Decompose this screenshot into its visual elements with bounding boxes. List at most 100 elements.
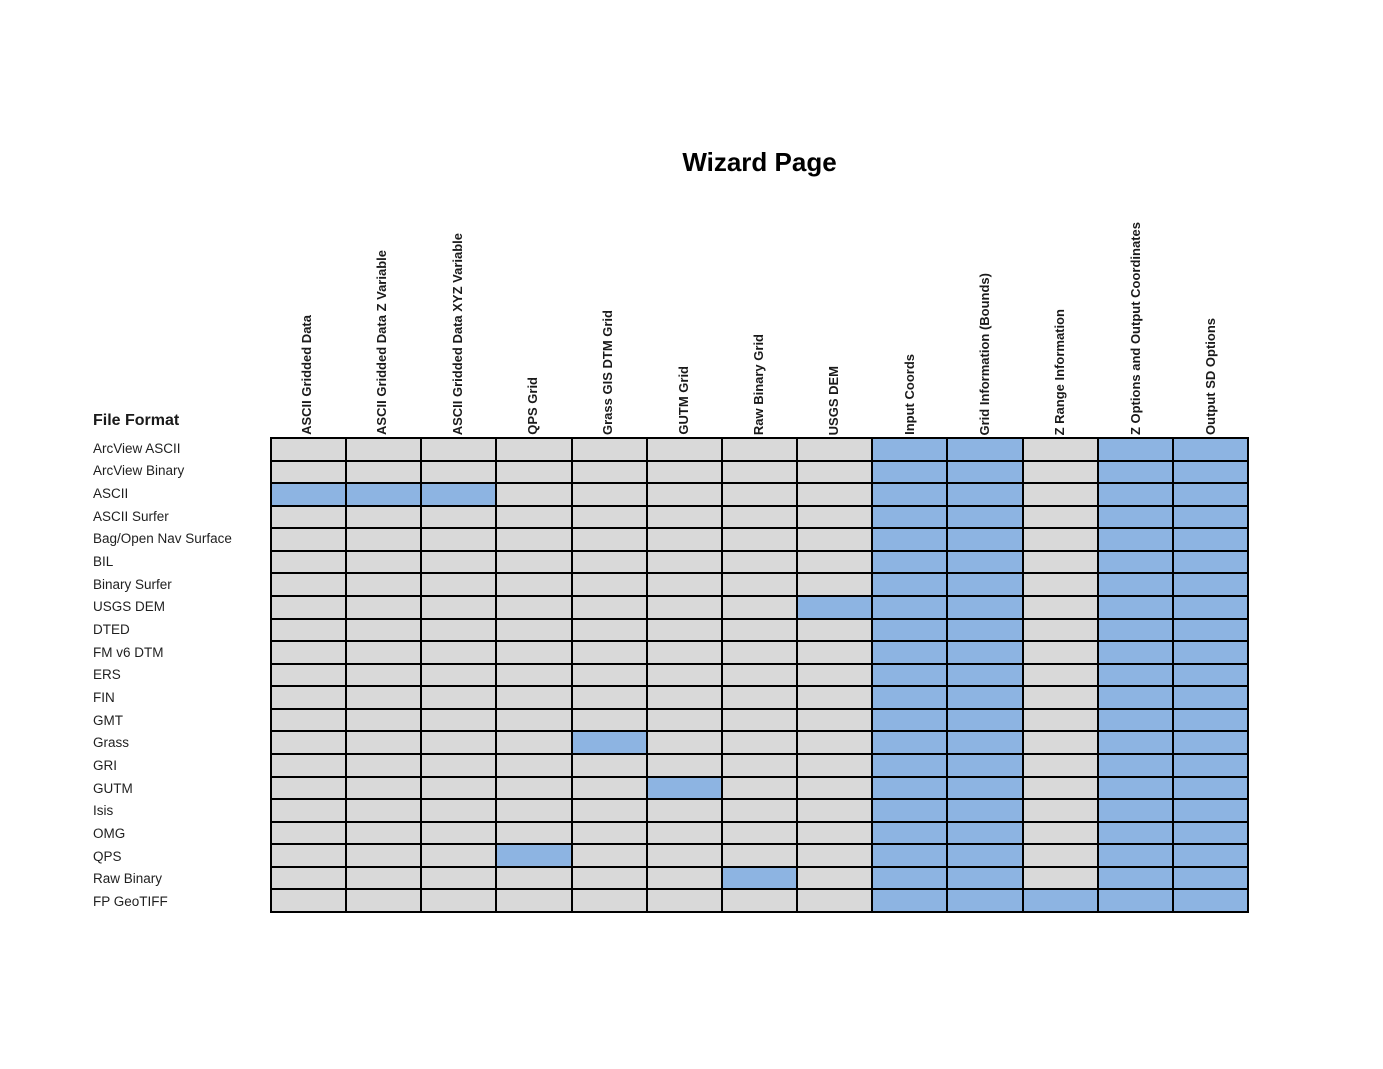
column-header: Output SD Options bbox=[1174, 180, 1249, 435]
matrix-cell bbox=[421, 753, 497, 777]
matrix-cell bbox=[721, 573, 798, 596]
matrix-cell bbox=[646, 528, 722, 551]
matrix-cell bbox=[797, 753, 873, 777]
matrix-cell bbox=[947, 573, 1023, 596]
matrix-cell bbox=[872, 438, 948, 461]
matrix-cell bbox=[872, 753, 948, 777]
matrix-cell bbox=[571, 663, 647, 687]
row-label: Isis bbox=[93, 803, 114, 819]
matrix-cell bbox=[346, 776, 422, 800]
matrix-cell bbox=[646, 438, 722, 461]
matrix-cell bbox=[1097, 438, 1173, 461]
matrix-cell bbox=[1097, 821, 1173, 845]
matrix-cell bbox=[346, 483, 422, 506]
matrix-cell bbox=[496, 505, 572, 529]
column-header: ASCII Gridded Data bbox=[270, 180, 345, 435]
matrix-cell bbox=[496, 889, 572, 912]
matrix-cell bbox=[797, 731, 873, 754]
matrix-cell bbox=[872, 641, 948, 664]
matrix-cell bbox=[646, 663, 722, 687]
column-header: USGS DEM bbox=[797, 180, 872, 435]
matrix-cell bbox=[721, 753, 798, 777]
matrix-cell bbox=[496, 595, 572, 619]
matrix-cell bbox=[872, 821, 948, 845]
matrix-cell bbox=[1172, 438, 1248, 461]
matrix-cell bbox=[421, 460, 497, 484]
matrix-cell bbox=[872, 731, 948, 754]
matrix-cell bbox=[872, 776, 948, 800]
matrix-cell bbox=[1022, 573, 1098, 596]
matrix-cell bbox=[947, 844, 1023, 867]
matrix-cell bbox=[571, 573, 647, 596]
matrix-cell bbox=[271, 641, 347, 664]
matrix-cell bbox=[721, 731, 798, 754]
matrix-cell bbox=[872, 708, 948, 732]
matrix-cell bbox=[947, 686, 1023, 709]
matrix-cell bbox=[721, 866, 798, 890]
matrix-cell bbox=[1097, 799, 1173, 822]
matrix-cell bbox=[721, 776, 798, 800]
matrix-cell bbox=[346, 460, 422, 484]
column-header-label: Raw Binary Grid bbox=[751, 333, 767, 435]
matrix-cell bbox=[496, 460, 572, 484]
matrix-cell bbox=[1172, 799, 1248, 822]
matrix-cell bbox=[496, 776, 572, 800]
matrix-cell bbox=[421, 663, 497, 687]
row-label: FP GeoTIFF bbox=[93, 894, 168, 910]
matrix-cell bbox=[1022, 799, 1098, 822]
matrix-cell bbox=[1097, 573, 1173, 596]
matrix-cell bbox=[947, 731, 1023, 754]
matrix-cell bbox=[571, 438, 647, 461]
matrix-cell bbox=[947, 866, 1023, 890]
matrix-cell bbox=[1022, 686, 1098, 709]
matrix-cell bbox=[346, 663, 422, 687]
matrix-cell bbox=[421, 844, 497, 867]
matrix-cell bbox=[947, 889, 1023, 912]
matrix-cell bbox=[947, 460, 1023, 484]
matrix-cell bbox=[1097, 866, 1173, 890]
matrix-cell bbox=[721, 438, 798, 461]
matrix-cell bbox=[721, 483, 798, 506]
matrix-cell bbox=[721, 799, 798, 822]
matrix-cell bbox=[421, 573, 497, 596]
matrix-cell bbox=[571, 641, 647, 664]
matrix-cell bbox=[797, 505, 873, 529]
matrix-cell bbox=[496, 438, 572, 461]
matrix-cell bbox=[872, 573, 948, 596]
matrix-cell bbox=[721, 595, 798, 619]
row-label: Binary Surfer bbox=[93, 576, 172, 592]
matrix-cell bbox=[1172, 889, 1248, 912]
matrix-cell bbox=[1097, 483, 1173, 506]
matrix-cell bbox=[346, 821, 422, 845]
matrix-cell bbox=[271, 483, 347, 506]
matrix-cell bbox=[872, 889, 948, 912]
matrix-cell bbox=[646, 573, 722, 596]
matrix-cell bbox=[646, 618, 722, 642]
matrix-cell bbox=[797, 663, 873, 687]
matrix-cell bbox=[1022, 483, 1098, 506]
matrix-cell bbox=[346, 573, 422, 596]
applicability-matrix bbox=[270, 437, 1249, 913]
matrix-cell bbox=[1097, 731, 1173, 754]
matrix-cell bbox=[1172, 866, 1248, 890]
matrix-cell bbox=[797, 550, 873, 574]
matrix-cell bbox=[1097, 776, 1173, 800]
matrix-cell bbox=[797, 866, 873, 890]
row-label: GRI bbox=[93, 758, 118, 774]
matrix-cell bbox=[872, 595, 948, 619]
matrix-cell bbox=[872, 483, 948, 506]
matrix-cell bbox=[1172, 731, 1248, 754]
matrix-cell bbox=[646, 799, 722, 822]
column-header-label: Output SD Options bbox=[1202, 318, 1218, 435]
matrix-cell bbox=[346, 438, 422, 461]
matrix-cell bbox=[346, 844, 422, 867]
matrix-cell bbox=[271, 844, 347, 867]
matrix-cell bbox=[271, 821, 347, 845]
matrix-cell bbox=[947, 528, 1023, 551]
column-header-label: USGS DEM bbox=[826, 365, 842, 435]
matrix-cell bbox=[797, 799, 873, 822]
matrix-cell bbox=[947, 821, 1023, 845]
row-label: DTED bbox=[93, 622, 130, 638]
matrix-cell bbox=[571, 866, 647, 890]
matrix-cell bbox=[496, 663, 572, 687]
